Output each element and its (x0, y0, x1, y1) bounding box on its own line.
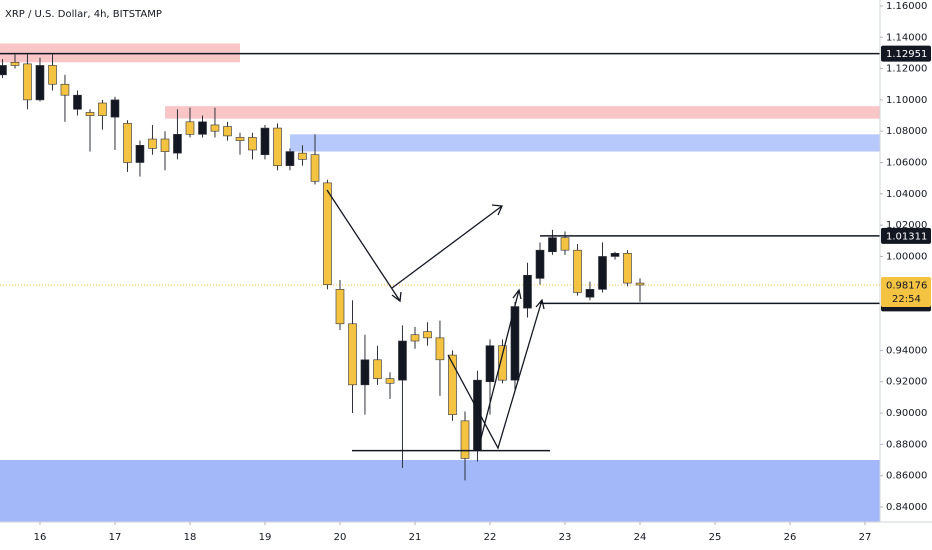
candle-body (73, 94, 82, 110)
candle-body (335, 289, 345, 325)
candle-body (285, 151, 295, 166)
candle-body (398, 340, 407, 381)
y-tick-label: 1.02000 (886, 220, 927, 231)
candle-body (235, 137, 245, 141)
candle-body (35, 65, 45, 101)
candle-body (360, 359, 370, 386)
candle-body (535, 249, 545, 279)
candle-body (48, 65, 57, 85)
candle-body (485, 345, 495, 383)
zone (165, 106, 880, 119)
candle-body (623, 253, 632, 284)
candle-body (323, 182, 332, 285)
chart-title: XRP / U.S. Dollar, 4h, BITSTAMP (5, 9, 162, 20)
y-tick-label: 1.04000 (886, 189, 927, 200)
candle-body (110, 99, 120, 118)
candle-body (598, 256, 607, 290)
candle-body (260, 127, 270, 155)
level-label-box (881, 45, 931, 62)
x-tick-label: 16 (34, 532, 47, 543)
candle-body (523, 274, 532, 309)
drawings (326, 189, 545, 451)
candle-body (585, 289, 595, 298)
x-tick-label: 21 (409, 532, 422, 543)
candle-body (0, 65, 7, 76)
level-label-box (881, 227, 931, 244)
candle-body (223, 126, 232, 137)
x-tick-label: 17 (109, 532, 122, 543)
x-tick-label: 20 (334, 532, 347, 543)
candle-body (210, 124, 220, 132)
y-tick-label: 0.86000 (886, 471, 927, 482)
x-tick-label: 18 (184, 532, 197, 543)
candle-body (23, 63, 32, 101)
arrow (477, 288, 522, 451)
candle-body (148, 138, 157, 149)
candle-body (185, 121, 195, 135)
y-tick-label: 1.14000 (886, 32, 927, 43)
y-tick-label: 1.12000 (886, 64, 927, 75)
y-tick-label: 0.94000 (886, 345, 927, 356)
candle-body (373, 359, 382, 379)
x-tick-label: 27 (859, 532, 872, 543)
y-tick-label: 0.90000 (886, 408, 927, 419)
y-tick-label: 0.84000 (886, 502, 927, 513)
candle-body (498, 345, 507, 381)
candle-body (85, 112, 95, 116)
x-tick-label: 24 (634, 532, 647, 543)
candle-body (560, 237, 570, 251)
level-label: 1.12951 (886, 49, 927, 60)
zone (289, 134, 880, 152)
y-tick-label: 1.08000 (886, 126, 927, 137)
candle-body (460, 420, 470, 459)
y-tick-label: 1.06000 (886, 158, 927, 169)
candle-body (98, 102, 107, 116)
last-price-box (881, 277, 931, 308)
candle-body (123, 123, 132, 163)
x-tick-label: 25 (709, 532, 722, 543)
candle-body (173, 134, 182, 154)
candle-body (410, 334, 420, 342)
x-tick-label: 22 (484, 532, 497, 543)
candle-body (385, 378, 395, 384)
level-label: 1.01311 (886, 231, 927, 242)
candle-body (160, 138, 170, 152)
arrow (447, 298, 545, 450)
candle-body (435, 337, 445, 361)
candle-body (423, 331, 432, 339)
candle-body (610, 253, 620, 257)
candle-body (10, 62, 20, 66)
candle-body (573, 249, 582, 293)
y-tick-label: 1.00000 (886, 251, 927, 262)
countdown-label: 22:54 (892, 294, 921, 305)
candle-body (60, 83, 70, 96)
last-price-label: 0.98176 (886, 281, 927, 292)
arrow (391, 204, 503, 289)
zone (0, 459, 880, 522)
candle-body (310, 154, 320, 182)
y-tick-label: 1.10000 (886, 95, 927, 106)
y-tick-label: 1.16000 (886, 1, 927, 12)
candle-body (135, 144, 145, 163)
x-tick-label: 23 (559, 532, 572, 543)
candle-body (448, 354, 457, 415)
zone (0, 43, 241, 63)
candle-body (548, 237, 557, 253)
x-tick-label: 26 (784, 532, 797, 543)
plot-area (0, 43, 880, 522)
candle-body (273, 127, 282, 166)
candle-body (348, 323, 357, 386)
y-tick-label: 0.88000 (886, 439, 927, 450)
arrow (326, 189, 402, 303)
x-tick-label: 19 (259, 532, 272, 543)
candle-body (635, 282, 645, 286)
candle-body (298, 152, 307, 160)
candle-body (248, 137, 257, 151)
y-tick-label: 0.92000 (886, 377, 927, 388)
candle-body (198, 121, 207, 135)
